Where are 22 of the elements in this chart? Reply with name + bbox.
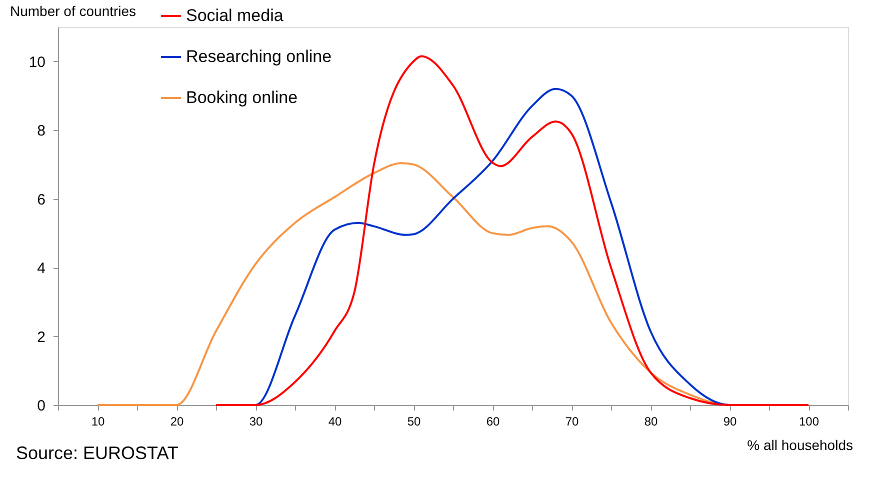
x-tick-label: 100 <box>798 414 820 428</box>
y-tick-label: 8 <box>37 122 46 140</box>
source-note: Source: EUROSTAT <box>16 443 178 463</box>
x-axis-title: % all households <box>747 437 853 453</box>
x-tick-label: 90 <box>723 414 737 428</box>
x-tick-label: 70 <box>565 414 579 428</box>
x-tick-label: 10 <box>91 414 105 428</box>
x-tick-label: 30 <box>249 414 263 428</box>
y-tick-label: 10 <box>28 54 46 71</box>
x-tick-label: 40 <box>328 414 342 428</box>
x-tick-label: 20 <box>170 414 184 428</box>
y-tick-label: 0 <box>37 398 46 414</box>
y-axis-title: Number of countries <box>10 3 136 19</box>
x-tick-label: 80 <box>644 414 658 428</box>
x-tick-label: 50 <box>407 414 421 428</box>
y-tick-label: 4 <box>37 260 46 278</box>
legend-label: Social media <box>186 6 284 25</box>
x-tick-label: 60 <box>486 414 500 428</box>
legend-label: Researching online <box>186 47 332 66</box>
y-tick-label: 6 <box>37 191 46 208</box>
legend-label: Booking online <box>186 88 298 107</box>
y-tick-label: 2 <box>37 328 46 346</box>
